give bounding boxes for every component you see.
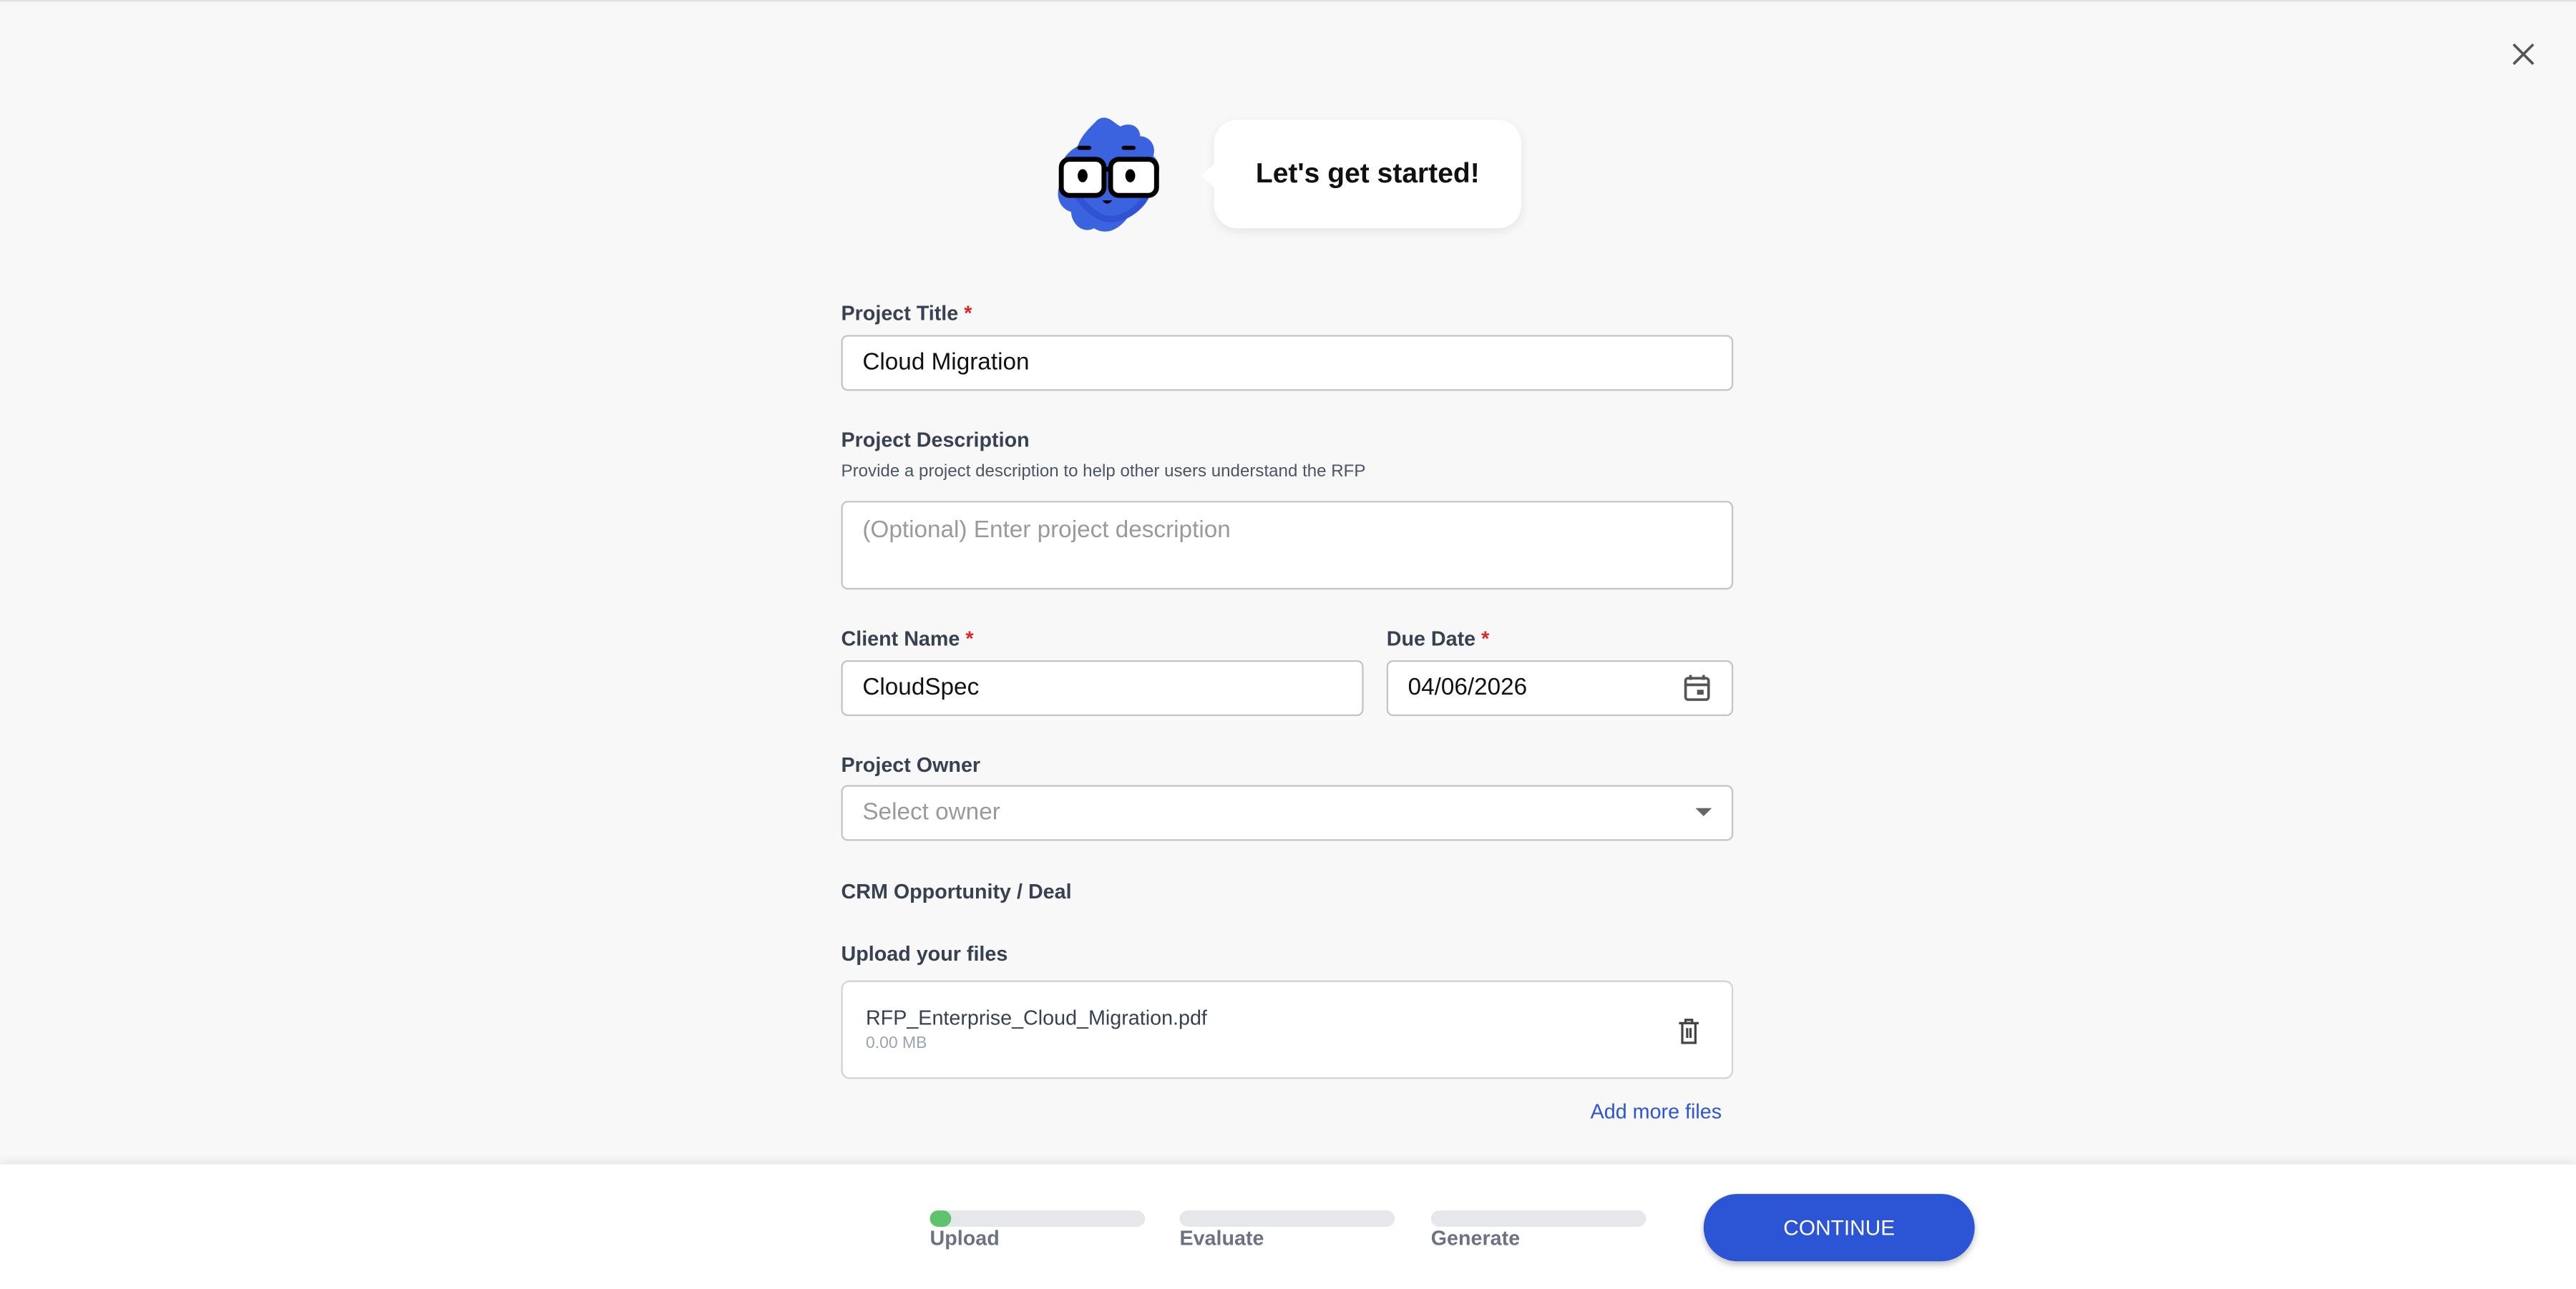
footer: Upload Evaluate Generate CONTINUE: [0, 1164, 2576, 1289]
due-date-label: Due Date *: [1387, 627, 1490, 650]
file-item: RFP_Enterprise_Cloud_Migration.pdf 0.00 …: [841, 980, 1734, 1079]
client-name-input[interactable]: CloudSpec: [841, 660, 1364, 717]
required-mark: *: [964, 302, 972, 325]
close-icon[interactable]: [2509, 39, 2538, 69]
label-text: Client Name: [841, 627, 960, 651]
greeting-bubble: Let's get started!: [1201, 119, 1522, 229]
placeholder: (Optional) Enter project description: [862, 517, 1231, 544]
client-name-label: Client Name *: [841, 627, 974, 650]
continue-button[interactable]: CONTINUE: [1703, 1194, 1975, 1262]
project-description-label: Project Description: [841, 428, 1030, 452]
progress-upload: [930, 1210, 1146, 1227]
progress-fill: [930, 1210, 952, 1227]
add-more-files-link[interactable]: Add more files: [1590, 1100, 1722, 1124]
file-name: RFP_Enterprise_Cloud_Migration.pdf: [865, 1006, 1207, 1030]
chevron-down-icon: [1695, 808, 1712, 817]
project-owner-select[interactable]: Select owner: [841, 785, 1734, 841]
project-description-textarea[interactable]: (Optional) Enter project description: [841, 501, 1734, 590]
required-mark: *: [1481, 627, 1490, 651]
progress-evaluate: [1179, 1210, 1395, 1227]
due-date-value: 04/06/2026: [1407, 675, 1528, 702]
file-size: 0.00 MB: [865, 1034, 927, 1053]
placeholder: Select owner: [862, 800, 1000, 826]
step-generate: Generate: [1430, 1227, 1521, 1250]
calendar-icon[interactable]: [1682, 673, 1712, 702]
project-title-input[interactable]: Cloud Migration: [841, 335, 1734, 391]
project-title-label: Project Title *: [841, 302, 972, 325]
crm-label: CRM Opportunity / Deal: [841, 880, 1072, 903]
trash-icon[interactable]: [1677, 1018, 1700, 1044]
step-upload: Upload: [930, 1227, 1000, 1250]
mascot-logo: [1058, 117, 1160, 232]
upload-label: Upload your files: [841, 942, 1008, 966]
due-date-input[interactable]: 04/06/2026: [1386, 660, 1734, 717]
project-owner-label: Project Owner: [841, 753, 981, 777]
required-mark: *: [965, 627, 974, 651]
step-evaluate: Evaluate: [1179, 1227, 1264, 1250]
project-description-help: Provide a project description to help ot…: [841, 461, 1366, 481]
label-text: Due Date: [1386, 627, 1476, 651]
progress-generate: [1430, 1210, 1646, 1227]
label-text: Project Title: [841, 302, 959, 325]
